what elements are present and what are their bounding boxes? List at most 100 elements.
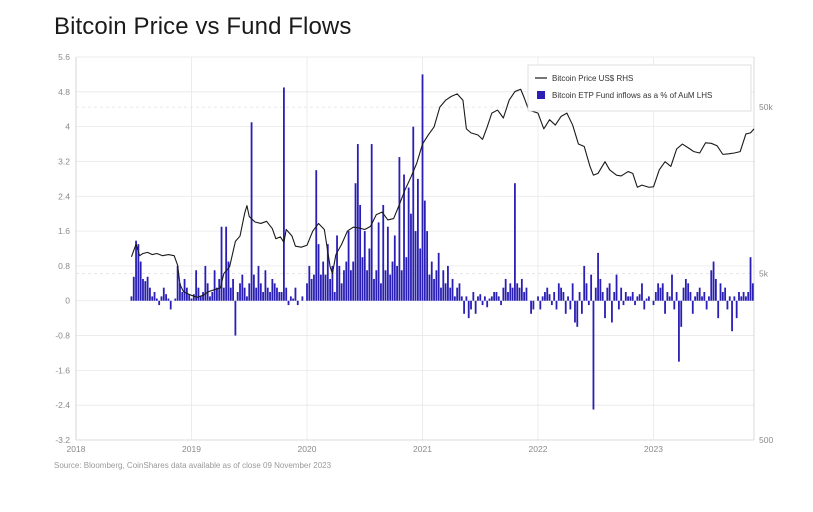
right-axis: 50k 5k 500 xyxy=(759,102,773,445)
inflow-bar xyxy=(749,257,752,301)
inflow-bar xyxy=(567,296,569,301)
left-tick-label: 0 xyxy=(65,296,70,306)
inflow-bar xyxy=(218,278,221,301)
inflow-bar xyxy=(149,287,151,301)
inflow-bar xyxy=(146,276,149,301)
inflow-bar xyxy=(352,261,355,301)
inflow-bar xyxy=(280,292,283,301)
inflow-bar xyxy=(555,300,558,310)
inflow-bar xyxy=(465,296,468,301)
inflow-bar xyxy=(391,261,394,301)
inflow-bar xyxy=(731,300,733,332)
inflow-bar xyxy=(638,294,641,301)
inflow-bar xyxy=(541,296,544,301)
inflow-bar xyxy=(726,300,729,310)
inflow-bar xyxy=(192,294,195,301)
inflow-bar xyxy=(710,270,713,301)
inflow-bar xyxy=(259,283,262,301)
inflow-bar xyxy=(447,265,449,301)
inflow-bar xyxy=(336,235,338,301)
inflow-bar xyxy=(497,296,500,301)
inflow-bar xyxy=(301,296,304,301)
inflow-bar xyxy=(139,261,142,301)
right-tick-label: 50k xyxy=(759,102,773,112)
inflow-bar xyxy=(694,296,696,301)
inflow-bar xyxy=(530,300,532,314)
inflow-bar xyxy=(252,274,255,301)
inflow-bar xyxy=(250,122,253,301)
right-tick-label: 500 xyxy=(759,435,773,445)
inflow-bar xyxy=(594,287,597,301)
inflow-bar xyxy=(292,298,295,301)
left-tick-label: 1.6 xyxy=(58,226,70,236)
inflow-bar xyxy=(227,261,230,301)
inflow-bar xyxy=(435,270,438,301)
inflow-bar xyxy=(329,278,332,301)
inflow-bar xyxy=(569,300,572,310)
inflow-bar xyxy=(583,265,586,301)
inflow-bar xyxy=(442,270,445,301)
inflow-bar xyxy=(675,292,678,301)
inflow-bar xyxy=(363,231,366,301)
inflow-bar xyxy=(400,270,403,301)
inflow-bar xyxy=(315,170,318,301)
inflow-bar xyxy=(236,292,239,301)
inflow-bar xyxy=(493,292,496,301)
inflow-bar xyxy=(243,287,246,301)
inflow-bar xyxy=(255,287,258,301)
inflow-bar xyxy=(216,287,218,301)
inflow-bar xyxy=(574,300,576,323)
inflow-bar xyxy=(581,300,583,314)
inflow-bar xyxy=(176,265,179,301)
inflow-bar xyxy=(296,300,299,306)
inflow-bar xyxy=(384,270,387,301)
inflow-bar xyxy=(557,283,560,301)
inflow-bar xyxy=(481,300,484,306)
inflow-bar xyxy=(326,244,329,301)
inflow-bar xyxy=(158,300,161,306)
inflow-bar xyxy=(220,226,223,301)
inflow-bar xyxy=(142,278,144,301)
inflow-bar xyxy=(373,278,375,301)
inflow-bar xyxy=(248,283,251,301)
inflow-bar xyxy=(132,276,135,301)
inflow-bar xyxy=(130,296,133,301)
legend-box xyxy=(527,64,752,112)
inflow-bar xyxy=(262,292,265,301)
inflow-bar xyxy=(137,244,140,301)
inflow-bar xyxy=(319,274,322,301)
inflow-bar xyxy=(444,283,447,301)
inflow-bar xyxy=(474,300,477,314)
inflow-bar xyxy=(601,292,604,301)
inflow-bar xyxy=(366,270,368,301)
inflow-bar xyxy=(705,300,708,310)
inflow-bar xyxy=(467,300,470,319)
inflow-bar xyxy=(553,292,556,301)
inflow-bar xyxy=(190,298,193,301)
inflow-bar xyxy=(578,292,581,301)
inflow-bar xyxy=(673,300,676,310)
inflow-bar xyxy=(592,300,595,410)
inflow-bar xyxy=(264,270,267,301)
inflow-bar xyxy=(724,287,727,301)
inflow-bar xyxy=(421,74,424,301)
inflow-bar xyxy=(511,287,514,301)
inflow-bar xyxy=(701,296,703,301)
inflow-bar xyxy=(617,300,620,310)
inflow-bar xyxy=(241,274,244,301)
inflow-bar xyxy=(271,278,274,301)
inflow-bar xyxy=(283,87,285,301)
inflow-bar xyxy=(745,296,747,301)
inflow-bar xyxy=(509,283,512,301)
inflow-bar xyxy=(410,213,412,301)
left-tick-label: 4.8 xyxy=(58,87,70,97)
inflow-bar xyxy=(412,126,415,301)
inflow-bar xyxy=(608,283,611,301)
inflow-bar xyxy=(504,278,507,301)
inflow-bar xyxy=(735,300,738,319)
inflow-bar xyxy=(728,296,731,301)
inflow-bar xyxy=(671,274,673,301)
inflow-bar xyxy=(313,274,315,301)
inflow-bar xyxy=(151,296,154,301)
inflow-bar xyxy=(486,300,489,308)
